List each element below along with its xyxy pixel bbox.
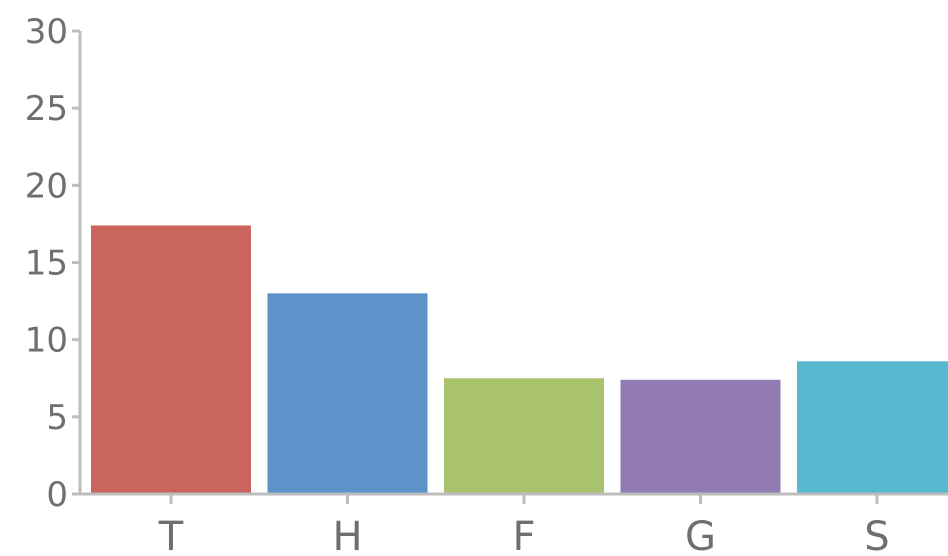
bar-f [444, 378, 604, 494]
bar-g [620, 379, 781, 494]
y-tick-label-0: 0 [46, 475, 68, 515]
bar-t [91, 225, 251, 494]
x-tick-label-h: H [332, 514, 362, 556]
y-tick-label-30: 30 [25, 12, 68, 52]
bars-layer [91, 225, 948, 494]
labels-layer: 0 5 10 15 20 25 30 T H F G S [25, 12, 890, 556]
x-tick-label-g: G [685, 514, 716, 556]
axis-layer [72, 29, 948, 504]
y-tick-label-5: 5 [46, 398, 68, 438]
y-tick-label-20: 20 [25, 166, 68, 206]
bar-h [267, 293, 428, 494]
y-tick-label-10: 10 [25, 321, 68, 361]
y-tick-label-15: 15 [25, 244, 68, 284]
x-tick-label-s: S [864, 514, 889, 556]
y-tick-label-25: 25 [25, 89, 68, 129]
x-tick-label-f: F [512, 514, 535, 556]
x-tick-label-t: T [158, 514, 184, 556]
bar-s [797, 361, 948, 494]
